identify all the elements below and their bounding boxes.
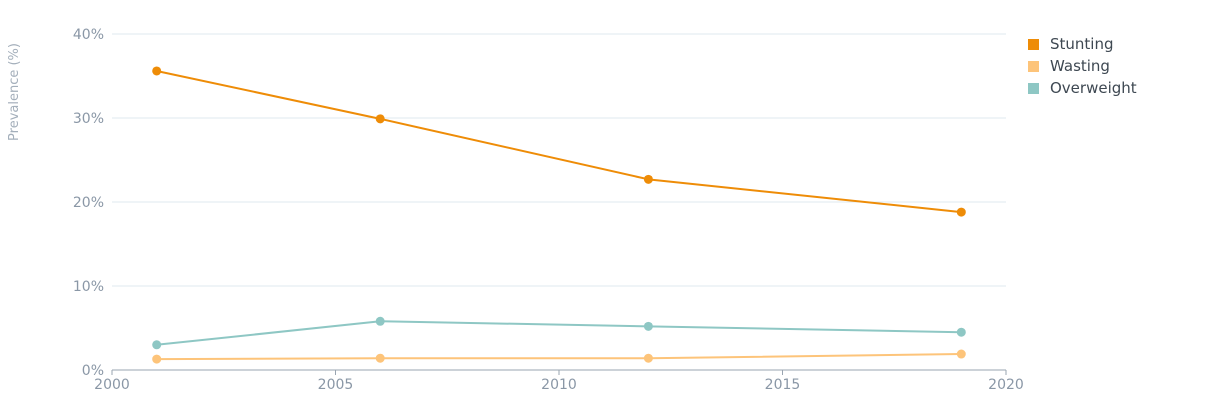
legend: Stunting Wasting Overweight (1028, 33, 1218, 99)
legend-item-stunting[interactable]: Stunting (1028, 33, 1218, 55)
overweight-point-2001 (152, 340, 162, 350)
x-tick-label: 2010 (541, 377, 577, 393)
y-tick-label: 30% (73, 111, 104, 127)
stunting-line (155, 69, 963, 214)
y-tick-label: 40% (73, 27, 104, 43)
y-axis-title: Prevalence (%) (7, 43, 22, 141)
legend-label-overweight: Overweight (1050, 79, 1137, 97)
stunting-point-2012 (643, 174, 653, 184)
overweight-line (155, 320, 963, 346)
series-wasting (152, 349, 966, 364)
wasting-point-2012 (643, 353, 653, 363)
gridlines (112, 33, 1006, 287)
legend-item-wasting[interactable]: Wasting (1028, 55, 1218, 77)
x-tick-label: 2005 (318, 377, 354, 393)
x-tick-label: 2000 (94, 377, 130, 393)
stunting-point-2001 (152, 66, 162, 76)
x-tick-label: 2015 (765, 377, 801, 393)
x-axis-tick-labels: 2000 2005 2010 2015 2020 (94, 377, 1024, 393)
wasting-point-2019 (956, 349, 966, 359)
y-tick-label: 20% (73, 195, 104, 211)
x-tick-label: 2020 (988, 377, 1024, 393)
y-axis-tick-labels: 0% 10% 20% 30% 40% (73, 27, 104, 379)
legend-swatch-stunting (1028, 38, 1039, 50)
wasting-point-2001 (152, 354, 162, 364)
x-axis (111, 369, 1007, 375)
legend-swatch-overweight (1028, 82, 1039, 94)
legend-label-wasting: Wasting (1050, 57, 1110, 75)
series-overweight (152, 316, 966, 350)
legend-swatch-wasting (1028, 60, 1039, 72)
legend-label-stunting: Stunting (1050, 35, 1114, 53)
stunting-point-2006 (375, 114, 385, 124)
wasting-line (155, 353, 963, 361)
series-stunting (152, 66, 966, 217)
stunting-point-2019 (956, 207, 966, 217)
overweight-point-2012 (643, 321, 653, 331)
y-tick-label: 0% (82, 363, 104, 379)
legend-item-overweight[interactable]: Overweight (1028, 77, 1218, 99)
wasting-point-2006 (375, 353, 385, 363)
overweight-point-2006 (375, 316, 385, 326)
y-tick-label: 10% (73, 279, 104, 295)
series-layer (152, 66, 966, 364)
overweight-point-2019 (956, 327, 966, 337)
